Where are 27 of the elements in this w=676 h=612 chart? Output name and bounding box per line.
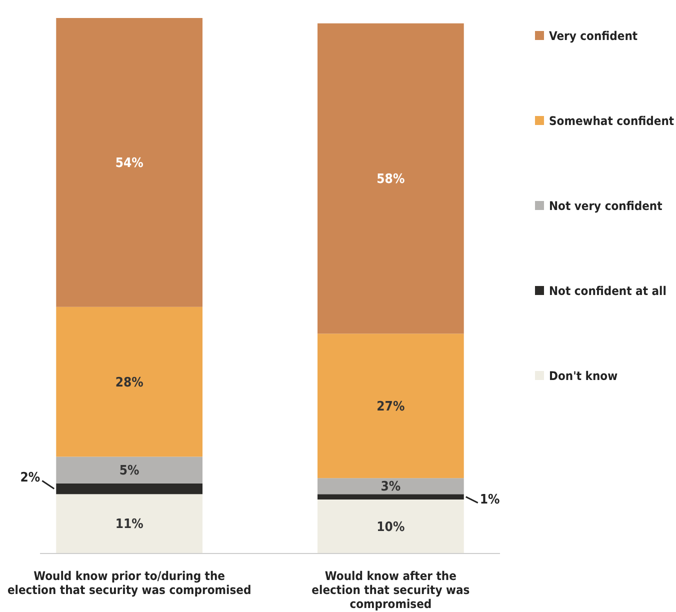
bar: [318, 334, 464, 478]
data-label: 54%: [115, 156, 144, 171]
data-label: 2%: [20, 470, 40, 486]
legend-label: Not confident at all: [549, 284, 666, 298]
bar: [318, 494, 464, 500]
data-label: 27%: [376, 399, 405, 414]
bar: [318, 23, 464, 334]
data-label: 58%: [376, 172, 405, 188]
bar: [318, 478, 464, 494]
bar: [56, 494, 202, 553]
legend-label: Very confident: [549, 29, 638, 44]
bar: [56, 483, 202, 494]
data-label: 11%: [115, 517, 144, 532]
data-label: 1%: [480, 492, 500, 508]
legend-label: Somewhat confident: [549, 114, 674, 128]
bar: [56, 306, 202, 457]
legend-label: Not very confident: [549, 199, 662, 214]
data-label: 28%: [115, 375, 144, 390]
data-label: 10%: [376, 520, 405, 535]
legend-label: Don't know: [549, 369, 618, 384]
bar: [56, 18, 202, 307]
x-tick-label: Would know after the election that security was compromised: [312, 569, 470, 611]
data-label: 5%: [119, 464, 140, 479]
data-label: 3%: [380, 480, 401, 495]
bar: [318, 500, 464, 553]
x-tick-label: Would know prior to/during the election that security was compromised: [7, 569, 252, 597]
bar: [56, 456, 202, 484]
